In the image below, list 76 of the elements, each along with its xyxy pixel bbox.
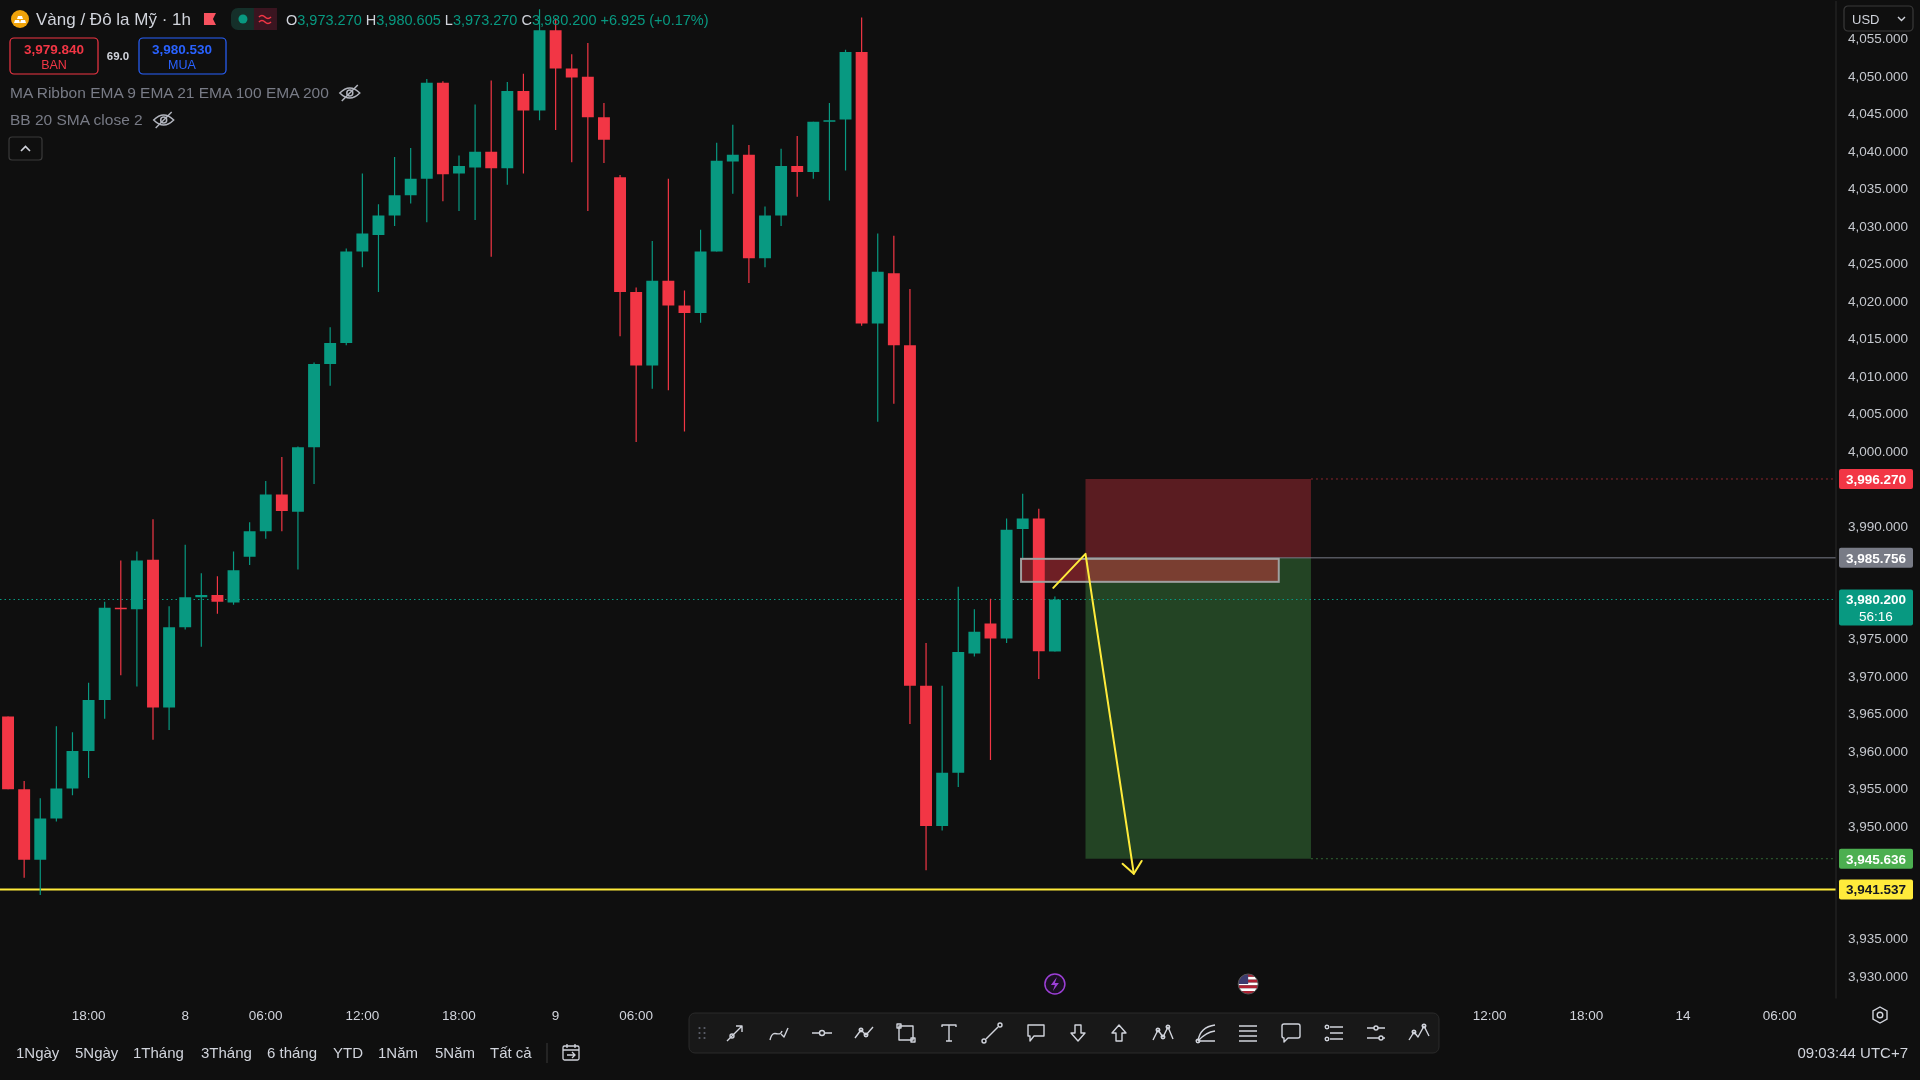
candlestick: [726, 124, 739, 195]
candlestick: [823, 102, 836, 202]
y-tick-label: 3,930.000: [1847, 968, 1909, 984]
ref-line-label: 3,980.200: [1845, 592, 1907, 608]
y-tick-label: 4,055.000: [1847, 31, 1909, 47]
band-label: 3,996.270: [1845, 471, 1907, 487]
y-tick-label: 4,025.000: [1847, 256, 1909, 272]
candlestick: [1016, 493, 1029, 561]
x-tick-label: 18:00: [1569, 1008, 1604, 1023]
candlestick: [597, 102, 610, 164]
text: 1Tháng: [133, 1044, 184, 1061]
text: YTD: [333, 1044, 364, 1061]
candlestick: [211, 575, 224, 615]
x-tick-label: 9: [551, 1008, 560, 1023]
x-tick-label: 12:00: [1472, 1008, 1507, 1023]
y-tick-label: 4,050.000: [1847, 68, 1909, 84]
text: Vàng / Đô la Mỹ · 1h: [36, 10, 191, 29]
x-tick-label: 18:00: [71, 1008, 106, 1023]
candlestick: [791, 135, 804, 198]
y-tick-label: 3,970.000: [1847, 668, 1909, 684]
y-tick-label: 3,935.000: [1847, 931, 1909, 947]
text: Tất cả: [490, 1044, 533, 1061]
x-tick-label: 06:00: [1762, 1008, 1797, 1023]
band-label: 3,945.636: [1845, 851, 1907, 867]
annotation: BAN: [41, 58, 67, 72]
y-tick-label: 4,035.000: [1847, 181, 1909, 197]
x-tick-label: 8: [181, 1008, 189, 1023]
candlestick: [485, 79, 498, 258]
ref-line-label: 3,941.537: [1845, 882, 1907, 898]
y-tick-label: 4,015.000: [1847, 331, 1909, 347]
x-tick-label: 14: [1675, 1008, 1691, 1023]
y-tick-label: 3,950.000: [1847, 818, 1909, 834]
candlestick: [565, 53, 578, 163]
text: 5Năm: [435, 1044, 476, 1061]
annotation: 69.0: [106, 50, 130, 62]
text: 5Ngày: [75, 1044, 119, 1061]
x-tick-label: 12:00: [345, 1008, 380, 1023]
text: 1Ngày: [16, 1044, 60, 1061]
y-tick-label: 4,000.000: [1847, 443, 1909, 459]
candlestick: [388, 156, 401, 227]
x-tick-label: 18:00: [442, 1008, 476, 1023]
candlestick: [275, 456, 288, 532]
candlestick: [324, 326, 337, 387]
annotation: 3,979.840: [23, 42, 85, 57]
annotation: MA Ribbon EMA 9 EMA 21 EMA 100 EMA 200: [10, 84, 330, 101]
text: 6 tháng: [267, 1044, 318, 1061]
text: 1Năm: [378, 1044, 419, 1061]
y-tick-label: 3,975.000: [1847, 631, 1909, 647]
annotation: BB 20 SMA close 2: [10, 111, 143, 128]
candlestick: [517, 73, 530, 175]
text: 3Tháng: [201, 1044, 252, 1061]
candlestick: [984, 598, 997, 761]
candlestick: [968, 608, 981, 658]
ref-line-label: 3,985.756: [1845, 550, 1907, 566]
y-tick-label: 4,005.000: [1847, 406, 1909, 422]
x-tick-label: 06:00: [248, 1008, 283, 1023]
y-tick-label: 3,960.000: [1847, 743, 1909, 759]
text: 56:16: [1859, 608, 1893, 624]
text: 09:03:44 UTC+7: [1797, 1044, 1908, 1061]
x-tick-label: 06:00: [619, 1008, 654, 1023]
y-tick-label: 4,030.000: [1847, 218, 1909, 234]
y-tick-label: 3,965.000: [1847, 706, 1909, 722]
y-tick-label: 3,990.000: [1847, 518, 1909, 534]
y-tick-label: 4,040.000: [1847, 143, 1909, 159]
y-tick-label: 4,020.000: [1847, 293, 1909, 309]
candlestick: [372, 203, 385, 293]
candlestick: [404, 147, 417, 205]
annotation: 3,980.530: [151, 42, 213, 57]
y-tick-label: 4,045.000: [1847, 106, 1909, 122]
y-tick-label: 4,010.000: [1847, 368, 1909, 384]
candlestick: [453, 154, 465, 212]
candlestick: [469, 103, 482, 221]
y-tick-label: 3,955.000: [1847, 781, 1909, 797]
candlestick: [356, 172, 369, 268]
text: USD: [1852, 11, 1880, 27]
annotation: MUA: [168, 58, 197, 72]
